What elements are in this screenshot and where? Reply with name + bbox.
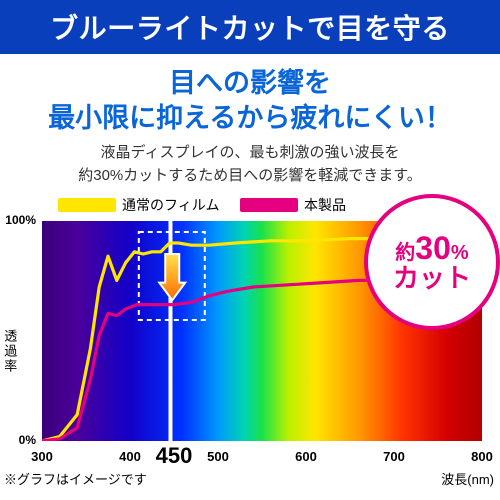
x-tick-label: 700 <box>383 449 405 464</box>
x-axis-title: 波長(nm) <box>441 469 494 488</box>
legend-normal: 通常のフィルム <box>58 195 219 215</box>
x-tick-label: 300 <box>31 449 53 464</box>
x-tick-label: 400 <box>119 449 141 464</box>
y-tick-label: 100% <box>5 213 36 227</box>
legend-product-swatch <box>240 198 298 212</box>
subtext: 液晶ディスプレイの、最も刺激の強い波長を 約30%カットするため目への影響を軽減… <box>14 142 486 187</box>
x-tick-label: 800 <box>471 449 493 464</box>
badge-number: 30 <box>415 230 451 266</box>
title-banner: ブルーライトカットで目を守る <box>0 0 500 54</box>
x-tick-label: 450 <box>156 443 193 469</box>
badge-suffix: % <box>451 242 469 264</box>
x-axis-labels: 300400450500600700800 <box>42 445 482 467</box>
badge-line2: カット <box>393 264 471 293</box>
chart: 透過率 0%100% 300400450500600700800 波長(nm) … <box>0 221 500 493</box>
subtext-line2: 約30%カットするため目への影響を軽減できます。 <box>78 167 422 184</box>
title-banner-text: ブルーライトカットで目を守る <box>50 7 450 47</box>
y-tick-label: 0% <box>19 433 36 447</box>
cut-percent-badge: 約30% カット <box>364 194 500 330</box>
y-axis-labels: 0%100% <box>0 221 40 441</box>
headline-line1: 目への影響を <box>169 68 331 98</box>
x-tick-label: 500 <box>207 449 229 464</box>
legend-normal-swatch <box>58 198 116 212</box>
x-tick-label: 600 <box>295 449 317 464</box>
badge-line1: 約30% <box>395 232 468 264</box>
headline-line2: 最小限に抑えるから疲れにくい！ <box>48 103 452 133</box>
legend-product-label: 本製品 <box>304 195 346 215</box>
subtext-line1: 液晶ディスプレイの、最も刺激の強い波長を <box>101 144 400 161</box>
headline: 目への影響を 最小限に抑えるから疲れにくい！ <box>0 66 500 136</box>
legend-normal-label: 通常のフィルム <box>122 195 219 215</box>
legend-product: 本製品 <box>240 195 346 215</box>
badge-prefix: 約 <box>395 242 415 264</box>
chart-footnote: ※グラフはイメージです <box>4 469 147 488</box>
